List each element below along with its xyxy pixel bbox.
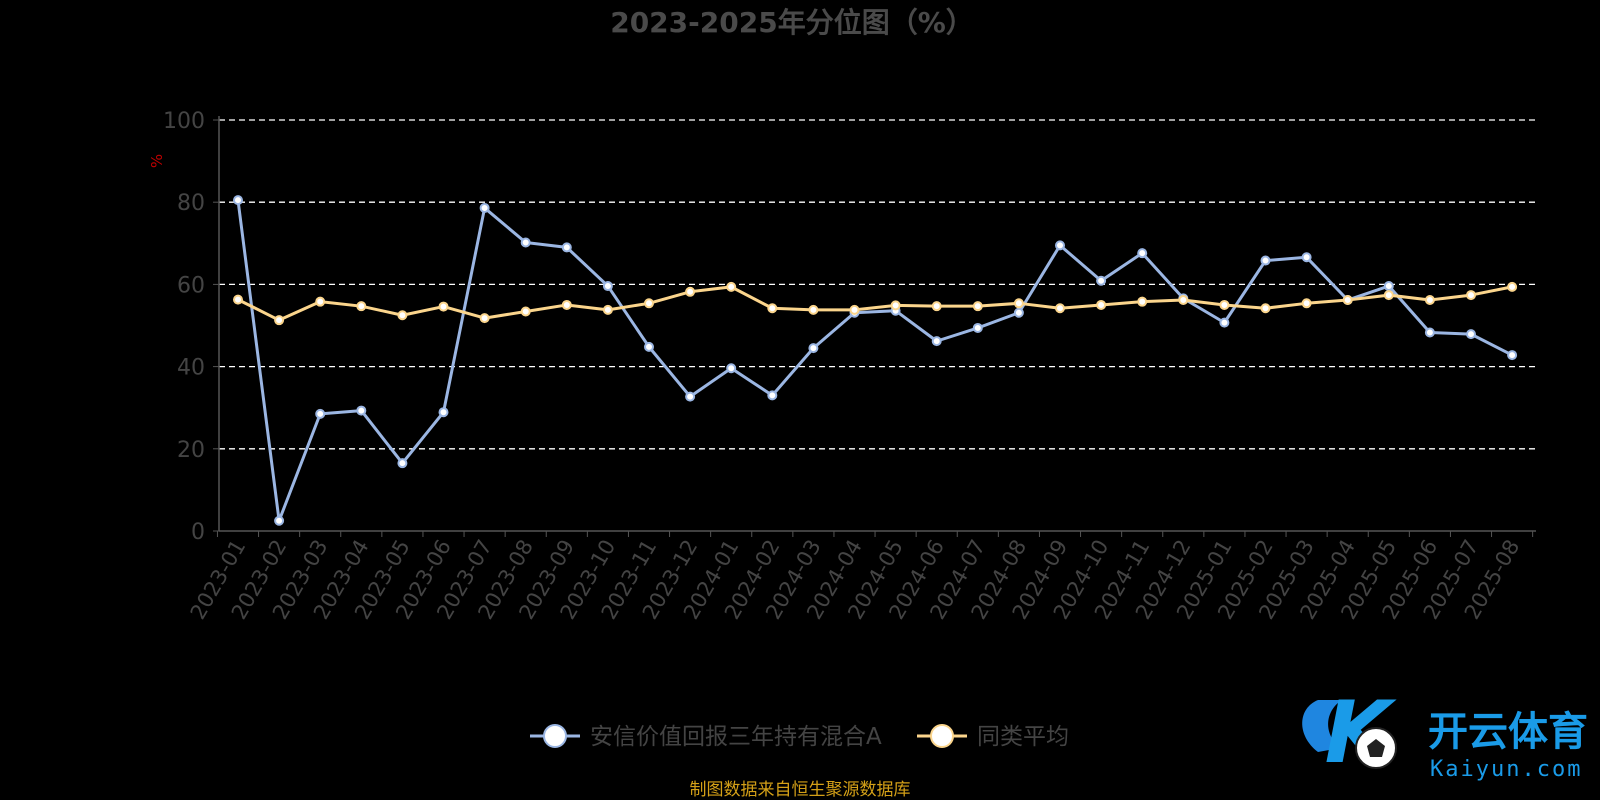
data-point [1507,350,1518,361]
data-point [1013,298,1024,309]
series-line-1 [237,285,1513,322]
data-point [1137,296,1148,307]
legend-marker [930,724,954,748]
data-point [1383,290,1394,301]
watermark-cn: 开云体育 [1428,709,1588,755]
data-point [602,281,613,292]
data-point [602,304,613,315]
legend-label: 同类平均 [977,724,1069,750]
data-point [397,458,408,469]
y-tick-label: 80 [177,191,205,216]
data-point [972,301,983,312]
soccer-ball-patch [1367,739,1385,757]
data-point [520,237,531,248]
data-point [1219,317,1230,328]
data-point [1466,290,1476,301]
data-point [931,301,942,312]
data-point [438,301,449,312]
data-point [644,298,654,309]
legend: 安信价值回报三年持有混合A 同类平均 [530,724,1069,750]
y-tick-label: 20 [177,438,205,463]
data-point [397,310,408,321]
data-point [1301,252,1312,263]
data-point [1055,303,1065,314]
y-tick-label: 100 [163,109,205,134]
data-point [1055,240,1065,251]
data-point [685,391,696,402]
data-point [644,341,654,352]
data-point [233,294,243,305]
y-tick-labels: 0 20 40 60 80 100 [163,109,219,545]
data-point [726,363,737,374]
data-point [685,286,696,297]
data-point [274,515,285,526]
data-point [1301,298,1312,309]
data-point [1260,255,1271,266]
legend-label: 安信价值回报三年持有混合A [590,724,882,750]
series-line-0 [236,199,1513,523]
axes [218,116,1536,532]
data-point [767,390,778,401]
data-point [479,313,490,324]
data-point [1424,327,1435,338]
x-tick-labels: 2023-012023-022023-032023-042023-052023-… [186,531,1534,623]
data-point [561,299,572,310]
data-point [1424,295,1435,306]
data-point [1342,295,1353,306]
data-point [849,304,860,315]
data-point [1178,295,1189,306]
data-point [1096,299,1107,310]
data-point [808,343,819,354]
y-axis-label: % [148,154,166,168]
data-point [1507,281,1518,292]
legend-marker [543,724,567,748]
grid-lines [219,119,1536,450]
data-point [1466,329,1476,340]
data-point [274,315,285,326]
data-point [315,296,326,307]
source-note: 制图数据来自恒生聚源数据库 [690,780,911,800]
data-point [767,303,778,314]
data-point [972,322,983,333]
chart-title: 2023-2025年分位图（%） [610,6,974,39]
data-point [1260,303,1271,314]
data-point [1137,248,1148,259]
data-point [438,407,449,418]
data-point [1096,275,1107,286]
watermark-en: Kaiyun.com [1430,757,1582,782]
watermark-swoosh [1302,700,1342,752]
data-point [520,306,531,317]
data-point [890,300,901,311]
data-point [726,281,737,292]
data-point [1383,281,1394,292]
data-point [561,242,572,253]
data-point [1219,299,1230,310]
series-group [233,195,1518,526]
data-point [808,304,819,315]
data-point [356,405,367,416]
data-point [356,301,367,312]
watermark-logo: K 开云体育 Kaiyun.com [1302,683,1588,783]
data-point [931,336,942,347]
y-tick-label: 60 [177,273,205,298]
y-tick-label: 40 [177,356,205,381]
y-tick-label: 0 [191,520,205,545]
data-point [1013,307,1024,318]
data-point [479,202,490,213]
data-point [315,408,326,419]
data-point [233,195,243,206]
